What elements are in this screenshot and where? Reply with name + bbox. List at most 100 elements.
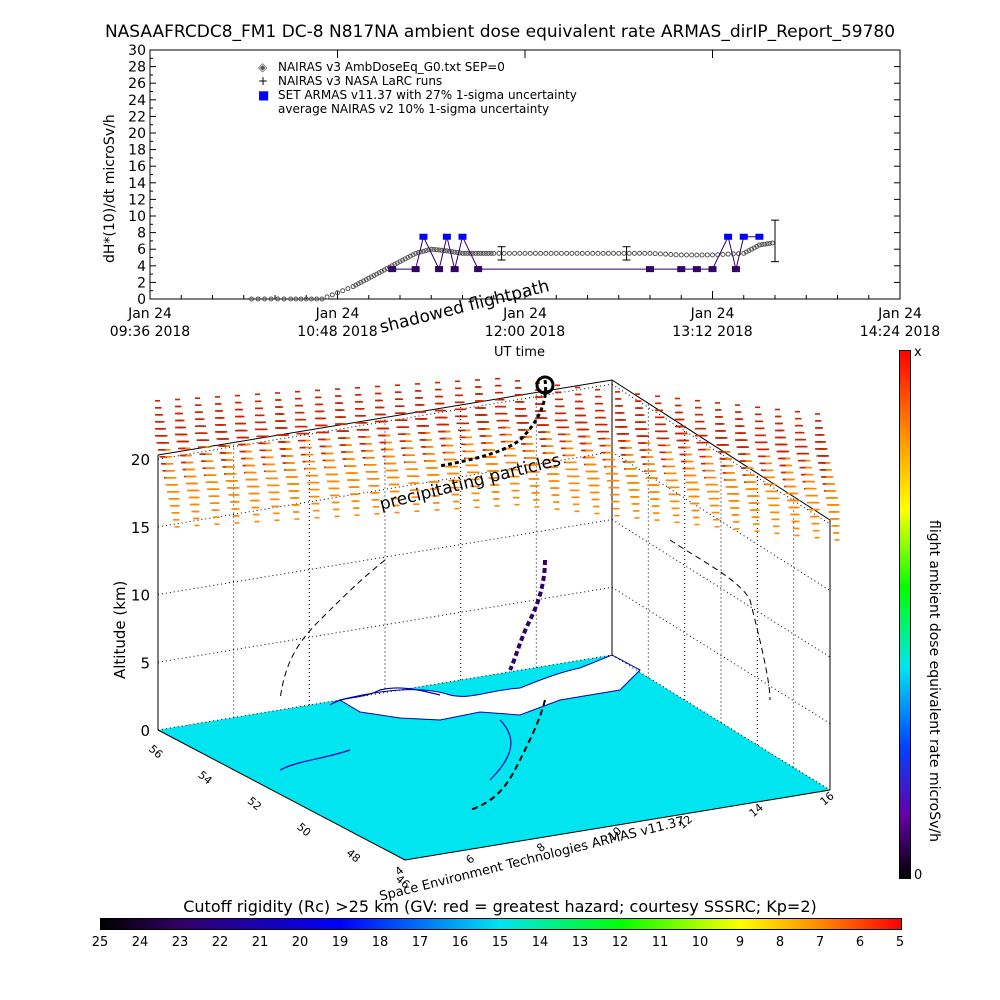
particle-mark: [579, 407, 585, 410]
particle-mark: [158, 414, 163, 416]
rigidity-tick-label: 14: [531, 935, 549, 950]
particle-mark: [734, 514, 740, 516]
nairas-point: [381, 267, 387, 273]
nairas-point: [335, 290, 340, 296]
particle-mark: [615, 391, 620, 393]
particle-mark: [742, 439, 748, 441]
nairas-point: [397, 259, 403, 265]
particle-mark: [805, 459, 811, 462]
particle-mark: [302, 425, 308, 428]
particle-mark: [422, 418, 428, 420]
particle-mark: [619, 412, 625, 414]
particle-mark: [202, 432, 208, 434]
particle-mark: [170, 470, 175, 472]
particle-mark: [755, 406, 760, 409]
particle-mark: [215, 396, 220, 398]
particle-mark: [194, 496, 200, 499]
particle-mark: [694, 509, 700, 512]
particle-mark: [633, 475, 638, 477]
particle-mark: [514, 468, 520, 471]
particle-mark: [205, 446, 211, 448]
particle-mark: [374, 499, 380, 501]
particle-mark: [794, 520, 800, 523]
particle-mark: [593, 470, 598, 473]
particle-mark: [490, 449, 495, 451]
particle-mark: [699, 420, 705, 423]
particle-mark: [714, 490, 720, 493]
particle-mark: [779, 429, 785, 432]
particle-mark: [334, 487, 340, 490]
particle-mark: [414, 489, 420, 491]
nairas-point: [281, 296, 287, 302]
particle-mark: [173, 484, 178, 486]
particle-mark: [774, 497, 780, 500]
nairas-point: [488, 250, 494, 256]
nairas-point: [527, 250, 533, 256]
particle-mark: [390, 455, 395, 458]
particle-mark: [468, 443, 474, 446]
particle-mark: [219, 417, 225, 419]
particle-mark: [610, 458, 615, 461]
particle-mark: [155, 400, 160, 402]
particle-mark: [213, 481, 218, 483]
particle-mark: [654, 512, 660, 514]
particle-mark: [255, 393, 260, 396]
particle-mark: [401, 412, 406, 414]
nairas-point: [379, 268, 385, 274]
particle-mark: [804, 452, 809, 455]
y-tick-label: 20: [128, 126, 146, 142]
particle-mark: [294, 518, 300, 520]
particle-mark: [599, 409, 605, 412]
particle-mark: [238, 408, 243, 411]
y-tick-label: 16: [128, 159, 146, 175]
particle-mark: [761, 434, 766, 437]
particle-mark: [479, 400, 485, 402]
particle-mark: [731, 479, 737, 481]
particle-mark: [354, 486, 360, 488]
particle-mark: [553, 466, 558, 468]
particle-mark: [354, 479, 360, 481]
particle-mark: [753, 488, 758, 490]
particle-mark: [250, 464, 255, 467]
particle-mark: [199, 418, 205, 420]
particle-mark: [198, 411, 203, 413]
particle-mark: [518, 394, 523, 396]
particle-mark: [614, 507, 620, 510]
particle-mark: [445, 430, 451, 433]
particle-mark: [751, 481, 757, 483]
particle-mark: [794, 513, 800, 516]
particle-mark: [808, 473, 814, 476]
particle-mark: [190, 468, 195, 471]
particle-mark: [230, 466, 235, 468]
particle-mark: [393, 469, 398, 472]
particle-mark: [201, 425, 206, 427]
particle-mark: [174, 505, 180, 507]
particle-mark: [714, 497, 720, 500]
particle-mark: [614, 493, 620, 496]
particle-mark: [556, 391, 562, 394]
particle-mark: [296, 397, 302, 400]
nairas-point: [657, 251, 663, 257]
particle-mark: [473, 464, 478, 467]
particle-mark: [574, 482, 580, 485]
particle-mark: [282, 427, 288, 429]
particle-mark: [534, 485, 540, 487]
particle-mark: [754, 502, 760, 504]
z-tick-label: 15: [131, 519, 150, 537]
particle-mark: [242, 429, 248, 432]
y-tick-label: 18: [128, 143, 146, 159]
particle-mark: [191, 475, 197, 478]
particle-mark: [734, 521, 740, 523]
particle-mark: [439, 402, 445, 405]
particle-mark: [494, 470, 500, 472]
particle-mark: [544, 424, 549, 426]
particle-mark: [667, 451, 672, 454]
particle-mark: [513, 461, 518, 464]
particle-mark: [434, 502, 440, 504]
particle-mark: [784, 450, 789, 453]
nairas-point: [268, 296, 274, 302]
particle-mark: [591, 463, 597, 466]
particle-mark: [741, 432, 746, 434]
particle-mark: [735, 404, 740, 406]
y-tick-label: 2: [137, 275, 146, 291]
